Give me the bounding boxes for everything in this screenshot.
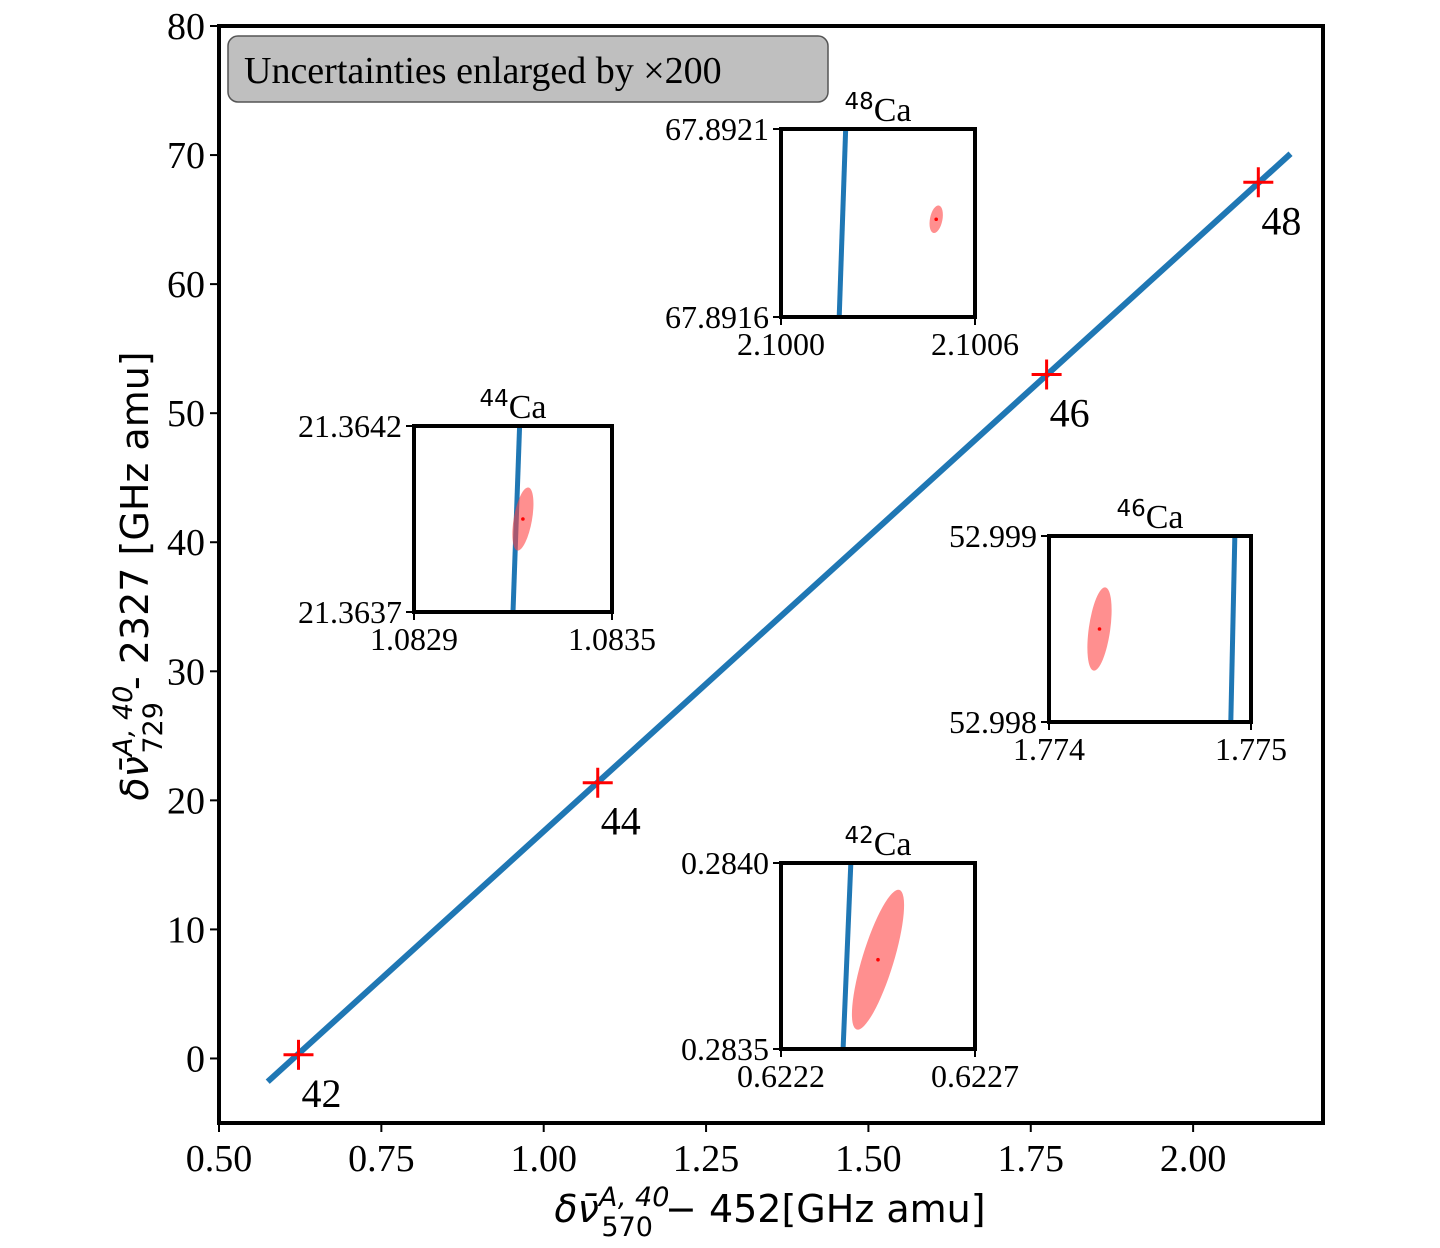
y-axis-label: δν̄A, 40729 - 2327 [GHz amu] [108,351,169,800]
fit-line [265,151,1293,1084]
inset-y-tick-label: 0.2840 [681,845,769,881]
inset-data-point [876,957,880,962]
data-point-label: 42 [301,1071,341,1116]
annotation-text: Uncertainties enlarged by ×200 [244,50,722,92]
y-tick-label: 60 [167,264,205,306]
inset-ca46: 1.774 1.775 52.999 52.998 46Ca [949,496,1287,767]
y-tick-label: 30 [167,651,205,693]
y-axis-label-suffix: - 2327 [GHz amu] [113,351,157,702]
inset-fit-line [836,128,849,318]
y-axis-label-prefix: δν̄ [113,756,157,800]
data-point-label: 46 [1050,390,1090,435]
y-tick-label: 0 [186,1038,205,1080]
x-axis-label: δν̄A, 40 570 − 452[GHz amu] [554,1182,985,1243]
main-plot: 0.50 0.75 1.00 1.25 1.50 1.75 2.00 0 10 20 30 40 50 6… [167,6,1325,1180]
inset-title: 44Ca [479,386,546,426]
inset-x-tick-label: 1.0829 [370,621,458,657]
x-tick-label: 1.25 [673,1138,740,1180]
inset-title-element: Ca [1146,499,1184,536]
plot-frame [217,24,1325,1125]
x-tick-label: 1.75 [998,1138,1065,1180]
inset-y-tick-label: 21.3637 [298,594,402,630]
inset-title-mass: 48 [844,89,873,115]
x-tick-label: 0.50 [186,1138,253,1180]
inset-ca48: 2.1000 2.1006 67.8921 67.8916 48Ca [665,89,1019,362]
inset-frame [779,861,977,1051]
x-axis-label-sub: 570 [601,1212,653,1243]
y-tick-label: 80 [167,6,205,48]
y-tick-label: 50 [167,393,205,435]
inset-x-tick-label: 1.0835 [568,621,656,657]
inset-title-element: Ca [874,92,912,129]
inset-frame [412,424,614,614]
y-axis-label-sup: A, 40 [108,686,139,759]
inset-title-element: Ca [874,826,912,863]
inset-x-tick-label: 0.6227 [931,1058,1019,1094]
inset-x-tick-label: 2.1000 [737,326,825,362]
inset-frame [779,127,977,319]
annotation-box: Uncertainties enlarged by ×200 [227,35,829,103]
inset-title-element: Ca [509,389,547,426]
x-tick-label: 1.50 [835,1138,902,1180]
data-point-label: 48 [1261,198,1301,243]
x-axis-label-sup: A, 40 [597,1182,670,1213]
y-tick-label: 10 [167,909,205,951]
inset-y-tick-label: 21.3642 [298,408,402,444]
inset-data-point [1097,627,1102,631]
inset-fit-line [1228,535,1238,723]
x-tick-label: 2.00 [1160,1138,1227,1180]
inset-x-tick-label: 1.775 [1215,731,1287,767]
inset-fit-line [840,862,854,1050]
y-axis-label-sub: 729 [138,702,169,754]
inset-title: 42Ca [844,823,911,863]
inset-background [781,129,975,317]
inset-x-tick-label: 2.1006 [931,326,1019,362]
inset-y-tick-label: 67.8916 [665,299,769,335]
inset-title-mass: 44 [479,386,508,412]
y-tick-label: 40 [167,522,205,564]
inset-ca42: 0.6222 0.6227 0.2840 0.2835 42Ca [681,823,1019,1094]
inset-x-tick-label: 1.774 [1013,731,1085,767]
x-axis-label-prefix: δν̄ [554,1187,598,1231]
x-tick-label: 0.75 [348,1138,415,1180]
y-tick-label: 70 [167,135,205,177]
inset-y-tick-label: 52.998 [949,704,1037,740]
inset-background [1049,536,1251,722]
inset-title: 48Ca [844,89,911,129]
y-tick-label: 20 [167,780,205,822]
data-point-label: 44 [601,799,641,844]
annotation-background [227,35,829,103]
inset-y-tick-label: 0.2835 [681,1031,769,1067]
inset-ca44: 1.0829 1.0835 21.3642 21.3637 44Ca [298,386,656,657]
inset-title-mass: 46 [1116,496,1145,522]
x-tick-label: 1.00 [510,1138,577,1180]
inset-title: 46Ca [1116,496,1183,536]
inset-y-tick-label: 52.999 [949,518,1037,554]
inset-title-mass: 42 [844,823,873,849]
inset-frame [1047,534,1253,724]
inset-x-tick-label: 0.6222 [737,1058,825,1094]
axis-labels: δν̄A, 40 570 − 452[GHz amu] δν̄A, 40729 -… [108,351,986,1243]
inset-y-tick-label: 67.8921 [665,111,769,147]
inset-data-point [934,217,938,222]
x-axis-label-suffix: − 452[GHz amu] [653,1187,986,1231]
inset-data-point [521,517,525,521]
